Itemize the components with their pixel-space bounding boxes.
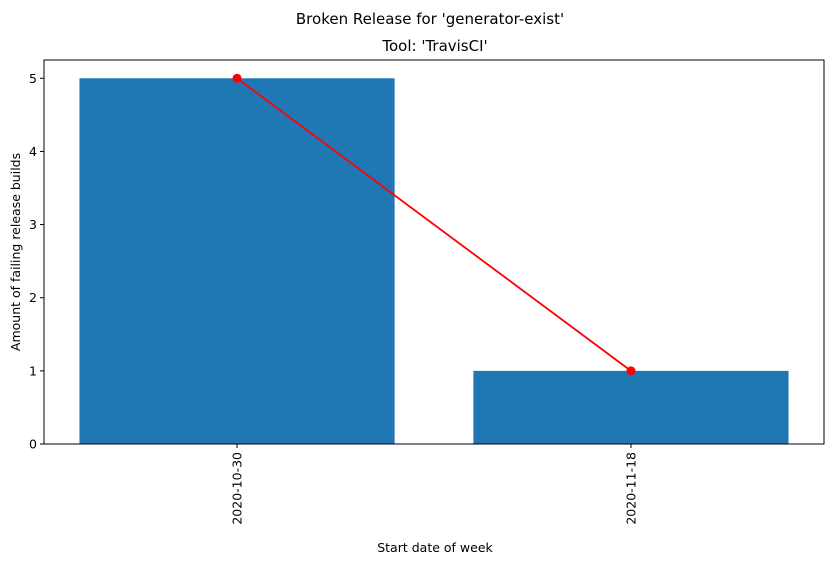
bar-2020-10-30 [79,78,395,445]
plot-frame [43,59,825,445]
trend-point-2020-11-18 [626,366,636,376]
x-tick-label: 2020-11-18 [623,452,638,525]
y-tick-label: 2 [29,290,37,305]
trend-point-2020-10-30 [232,73,242,83]
bar-2020-11-18 [473,370,789,444]
chart-title: Tool: 'TravisCI' [381,37,487,55]
y-axis-label: Amount of failing release builds [8,153,23,351]
x-tick-label: 2020-10-30 [230,452,245,525]
bars-layer [79,78,789,445]
trend-line [236,77,632,372]
trend-line-layer [232,73,636,376]
x-axis-ticks: 2020-10-30 2020-11-18 [230,444,638,525]
y-tick-label: 3 [29,217,37,232]
y-tick-label: 4 [29,144,37,159]
y-tick-label: 5 [29,71,37,86]
y-axis-ticks: 0 1 2 3 4 5 [29,71,44,452]
y-tick-label: 1 [29,363,37,378]
chart-suptitle: Broken Release for 'generator-exist' [296,10,564,28]
y-tick-label: 0 [29,437,37,452]
x-axis-label: Start date of week [377,540,493,555]
